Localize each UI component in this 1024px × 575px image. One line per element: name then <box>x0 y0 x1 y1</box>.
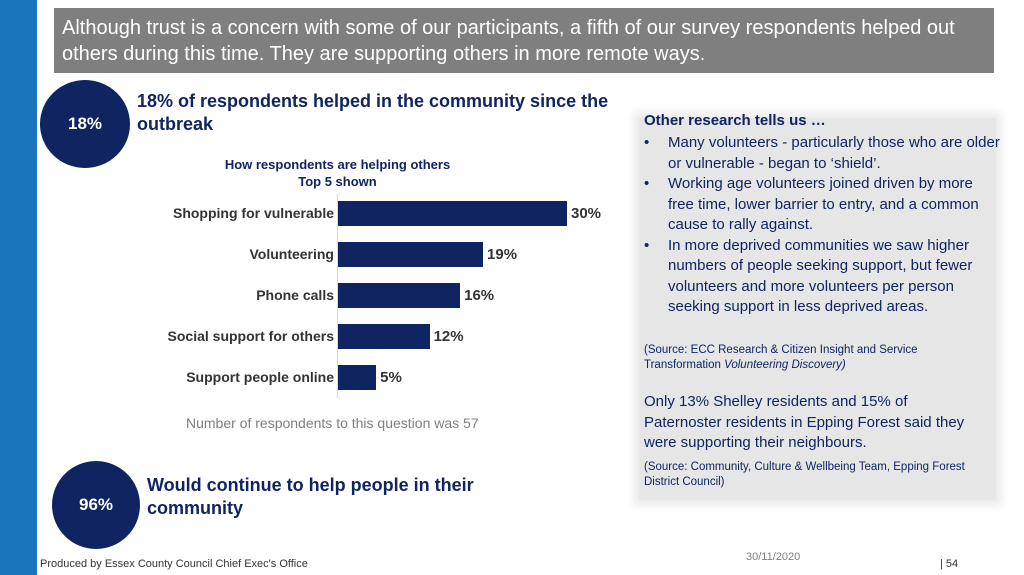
page-number: | 54 <box>940 558 959 570</box>
category-label: Social support for others <box>167 328 334 344</box>
category-label: Shopping for vulnerable <box>172 205 334 221</box>
value-label: 16% <box>464 287 495 304</box>
footer-date: 30/11/2020 <box>746 551 801 563</box>
category-label: Volunteering <box>249 246 334 262</box>
bar <box>338 365 377 390</box>
value-label: 5% <box>380 369 402 386</box>
bullet-icon: • <box>644 236 650 254</box>
bullet-text: Many volunteers - particularly those who… <box>668 134 1000 172</box>
chart-axis <box>337 194 338 398</box>
bullet-text: In more deprived communities we saw high… <box>668 236 973 316</box>
footer-producer: Produced by Essex County Council Chief E… <box>40 558 308 570</box>
bullet-icon: • <box>644 134 650 151</box>
bullet-item: • Working age volunteers joined driven by… <box>644 174 1000 236</box>
left-accent-bar <box>0 0 37 575</box>
bullet-item: • Many volunteers - particularly those wh… <box>644 133 1000 174</box>
respondent-count-note: Number of respondents to this question w… <box>186 415 479 431</box>
bar <box>338 324 430 349</box>
panel-heading: Other research tells us … <box>644 112 826 129</box>
header-text: Although trust is a concern with some of… <box>62 17 955 65</box>
bar <box>338 242 484 267</box>
bar <box>338 283 461 308</box>
source-ecc: (Source: ECC Research & Citizen Insight … <box>644 343 984 373</box>
stat-title-helped: 18% of respondents helped in the communi… <box>137 91 609 134</box>
header-banner <box>54 8 994 73</box>
chart-title-line1: How respondents are helping others <box>224 157 451 172</box>
bar <box>338 201 567 226</box>
stat-badge-18: 18% <box>40 80 130 168</box>
source-ecc-text: (Source: ECC Research & Citizen Insight … <box>644 344 918 371</box>
stat-title-continue: Would continue to help people in their c… <box>147 475 474 518</box>
source-ecc-italic: Volunteering Discovery) <box>724 359 846 371</box>
bullet-text: Working age volunteers joined driven by … <box>668 175 979 233</box>
research-bullets: • Many volunteers - particularly those wh… <box>644 133 1000 318</box>
source-community: (Source: Community, Culture & Wellbeing … <box>644 461 965 488</box>
value-label: 30% <box>571 205 602 222</box>
category-label: Support people online <box>186 369 334 385</box>
bullet-item: • In more deprived communities we saw hig… <box>644 236 1000 318</box>
research-panel <box>639 118 996 500</box>
chart-title: How respondents are helping others Top 5… <box>150 156 525 190</box>
neighbours-stat: Only 13% Shelley residents and 15% of Pa… <box>644 393 965 451</box>
category-label: Phone calls <box>256 287 334 303</box>
value-label: 12% <box>433 328 464 345</box>
value-label: 19% <box>487 246 518 263</box>
stat-badge-96: 96% <box>52 461 140 549</box>
bullet-icon: • <box>644 175 650 192</box>
chart-title-line2: Top 5 shown <box>298 174 377 189</box>
